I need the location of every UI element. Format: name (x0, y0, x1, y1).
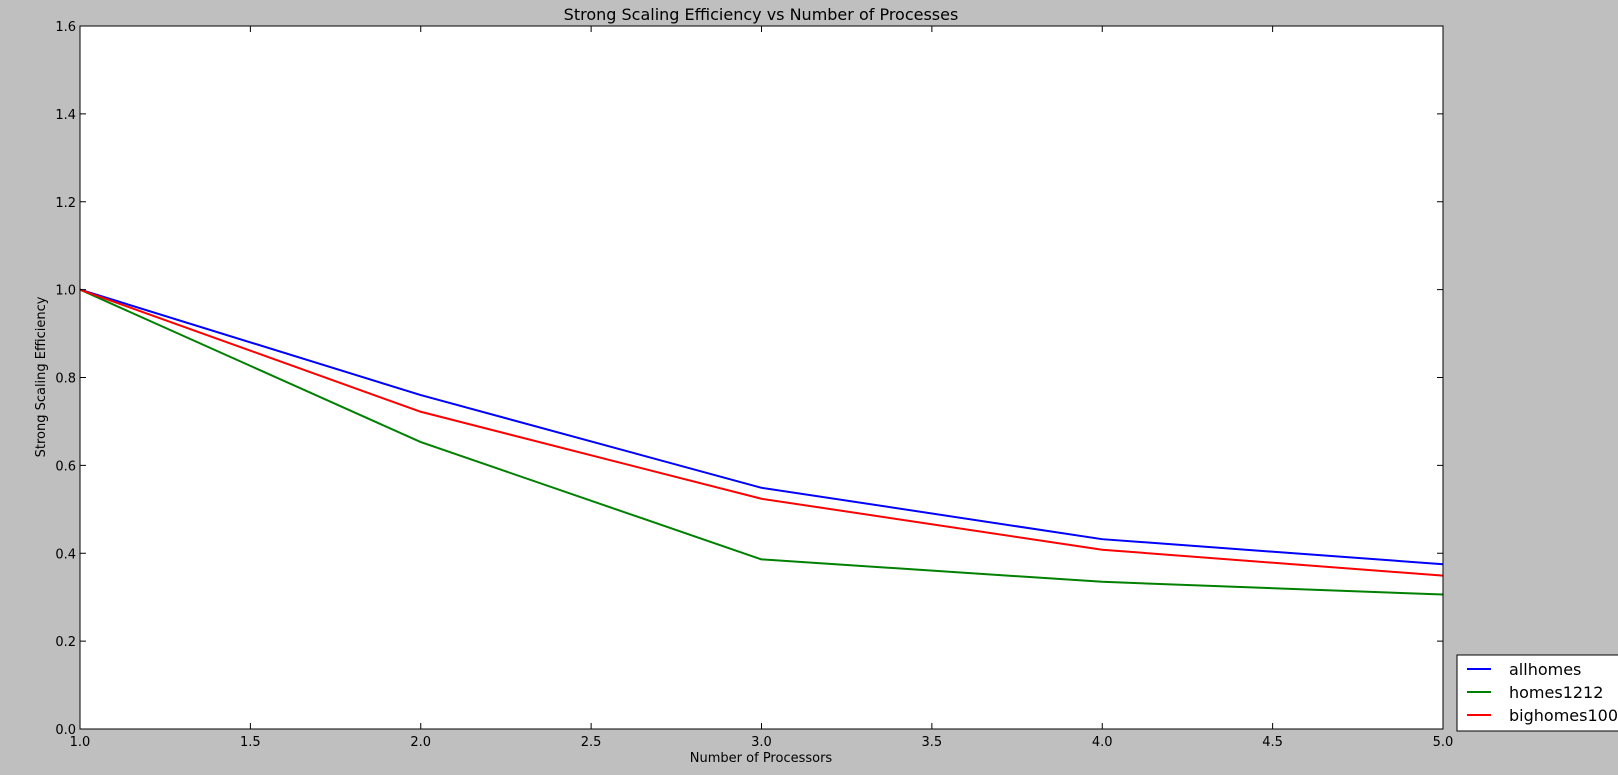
y-tick-label: 0.2 (55, 635, 76, 650)
series-line-homes1212 (79, 288, 1444, 596)
x-tick-label: 3.5 (922, 735, 943, 750)
y-tick-label: 0.4 (55, 547, 76, 562)
y-tick-label: 1.2 (55, 196, 76, 211)
x-axis-title: Number of Processors (690, 751, 833, 766)
y-tick-label: 0.0 (55, 723, 76, 738)
plot-area (80, 26, 1443, 729)
legend-label-allhomes: allhomes (1509, 660, 1581, 679)
series-line-allhomes (79, 288, 1444, 566)
x-tick-label: 1.0 (70, 735, 91, 750)
x-tick-label: 2.0 (410, 735, 431, 750)
y-tick-label: 0.6 (55, 459, 76, 474)
legend-label-homes1212: homes1212 (1509, 683, 1603, 702)
y-tick-label: 0.8 (55, 372, 76, 387)
x-tick-label: 2.5 (581, 735, 602, 750)
y-axis-title: Strong Scaling Efficiency (34, 296, 49, 457)
legend-label-bighomes100: bighomes100 (1509, 706, 1618, 725)
series-layer (79, 288, 1444, 596)
series-line-bighomes100 (79, 288, 1444, 577)
x-tick-label: 4.5 (1262, 735, 1283, 750)
y-tick-label: 1.6 (55, 20, 76, 35)
x-tick-label: 4.0 (1092, 735, 1113, 750)
tick-label-layer: 1.0 1.5 2.0 2.5 3.0 3.5 4.0 4.5 5.0 0.0 0.2 0.4 0.6 0… (55, 20, 1453, 750)
legend: allhomes homes1212 bighomes100 (1456, 654, 1618, 732)
y-tick-label: 1.4 (55, 108, 76, 123)
plot-frame (79, 25, 1444, 730)
x-tick-label: 3.0 (751, 735, 772, 750)
chart-title: Strong Scaling Efficiency vs Number of P… (564, 5, 959, 24)
x-tick-label: 1.5 (240, 735, 261, 750)
y-tick-label: 1.0 (55, 284, 76, 299)
x-tick-label: 5.0 (1433, 735, 1454, 750)
